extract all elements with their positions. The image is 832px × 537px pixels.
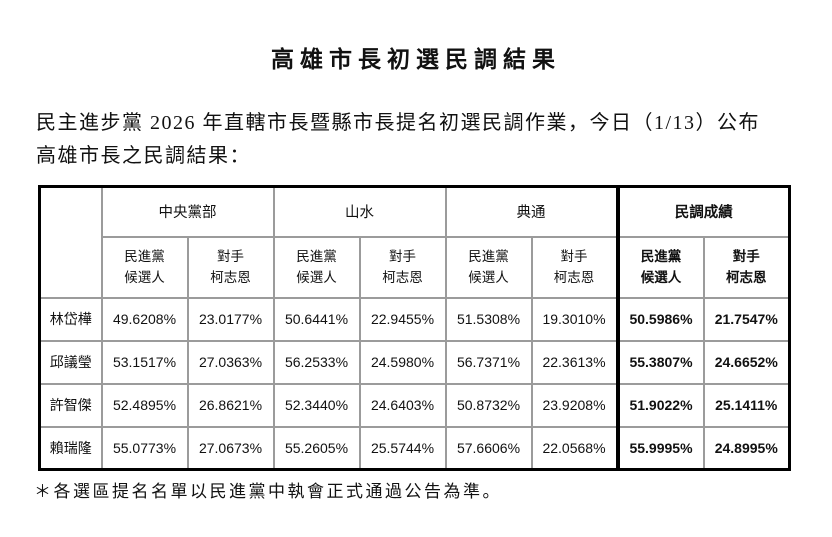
candidate-name: 許智傑 [38, 382, 103, 428]
poll-value: 53.1517% [100, 339, 189, 385]
page-title: 高雄市長初選民調結果 [271, 47, 561, 72]
poll-value: 52.3440% [272, 382, 361, 428]
poll-final-value: 24.8995% [702, 425, 791, 471]
poll-final-value: 55.9995% [615, 425, 705, 471]
group-header-row: 中央黨部 山水 典通 民調成績 [38, 185, 791, 299]
poll-value: 52.4895% [100, 382, 189, 428]
table-row: 林岱樺 49.6208% 23.0177% 50.6441% 22.9455% … [38, 296, 791, 342]
poll-value: 51.5308% [444, 296, 533, 342]
poll-final-value: 21.7547% [702, 296, 791, 342]
poll-value: 22.9455% [358, 296, 447, 342]
poll-value: 50.8732% [444, 382, 533, 428]
table-row: 許智傑 52.4895% 26.8621% 52.3440% 24.6403% … [38, 382, 791, 428]
poll-value: 22.0568% [530, 425, 619, 471]
intro-paragraph: 民主進步黨 2026 年直轄市長暨縣市長提名初選民調作業，今日（1/13）公布 … [36, 107, 812, 173]
poll-value: 23.0177% [186, 296, 275, 342]
subheader-dpp-candidate: 民進黨 候選人 [272, 235, 361, 299]
poll-value: 24.5980% [358, 339, 447, 385]
table-row: 邱議瑩 53.1517% 27.0363% 56.2533% 24.5980% … [38, 339, 791, 385]
poll-value: 27.0363% [186, 339, 275, 385]
poll-value: 55.0773% [100, 425, 189, 471]
poll-value: 49.6208% [100, 296, 189, 342]
subheader-opponent: 對手 柯志恩 [702, 235, 791, 299]
subheader-dpp-candidate: 民進黨 候選人 [615, 235, 705, 299]
intro-line-2: 高雄市長之民調結果： [36, 145, 251, 167]
candidate-name: 林岱樺 [38, 296, 103, 342]
subheader-opponent: 對手 柯志恩 [186, 235, 275, 299]
poll-value: 27.0673% [186, 425, 275, 471]
intro-line-1: 民主進步黨 2026 年直轄市長暨縣市長提名初選民調作業，今日（1/13）公布 [36, 112, 761, 134]
footnote: ＊各選區提名名單以民進黨中執會正式通過公告為準。 [34, 482, 502, 501]
poll-results-table: 中央黨部 山水 典通 民調成績 民進黨 候選人 對手 柯志恩 民進黨 候選人 對… [38, 185, 791, 471]
poll-value: 19.3010% [530, 296, 619, 342]
subheader-dpp-candidate: 民進黨 候選人 [444, 235, 533, 299]
poll-value: 26.8621% [186, 382, 275, 428]
group-header-central-hq: 中央黨部 [100, 185, 275, 238]
poll-final-value: 51.9022% [615, 382, 705, 428]
group-header-poll-score: 民調成績 [615, 185, 791, 238]
subheader-dpp-candidate: 民進黨 候選人 [100, 235, 189, 299]
poll-value: 23.9208% [530, 382, 619, 428]
candidate-name: 邱議瑩 [38, 339, 103, 385]
candidate-name: 賴瑞隆 [38, 425, 103, 471]
poll-value: 24.6403% [358, 382, 447, 428]
table-row: 賴瑞隆 55.0773% 27.0673% 55.2605% 25.5744% … [38, 425, 791, 471]
subheader-opponent: 對手 柯志恩 [358, 235, 447, 299]
poll-value: 55.2605% [272, 425, 361, 471]
poll-final-value: 50.5986% [615, 296, 705, 342]
group-header-shanshui: 山水 [272, 185, 447, 238]
poll-value: 56.7371% [444, 339, 533, 385]
poll-value: 56.2533% [272, 339, 361, 385]
group-header-diantong: 典通 [444, 185, 619, 238]
subheader-opponent: 對手 柯志恩 [530, 235, 619, 299]
poll-final-value: 25.1411% [702, 382, 791, 428]
poll-final-value: 24.6652% [702, 339, 791, 385]
poll-final-value: 55.3807% [615, 339, 705, 385]
poll-value: 57.6606% [444, 425, 533, 471]
poll-value: 50.6441% [272, 296, 361, 342]
corner-cell [38, 185, 103, 299]
poll-value: 25.5744% [358, 425, 447, 471]
poll-value: 22.3613% [530, 339, 619, 385]
sub-header-row: 民進黨 候選人 對手 柯志恩 民進黨 候選人 對手 柯志恩 民進黨 候選人 對手… [40, 235, 791, 299]
